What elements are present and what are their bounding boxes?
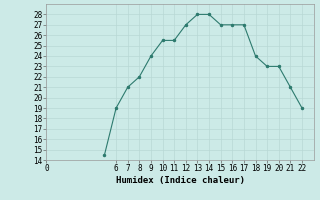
X-axis label: Humidex (Indice chaleur): Humidex (Indice chaleur) xyxy=(116,176,244,185)
